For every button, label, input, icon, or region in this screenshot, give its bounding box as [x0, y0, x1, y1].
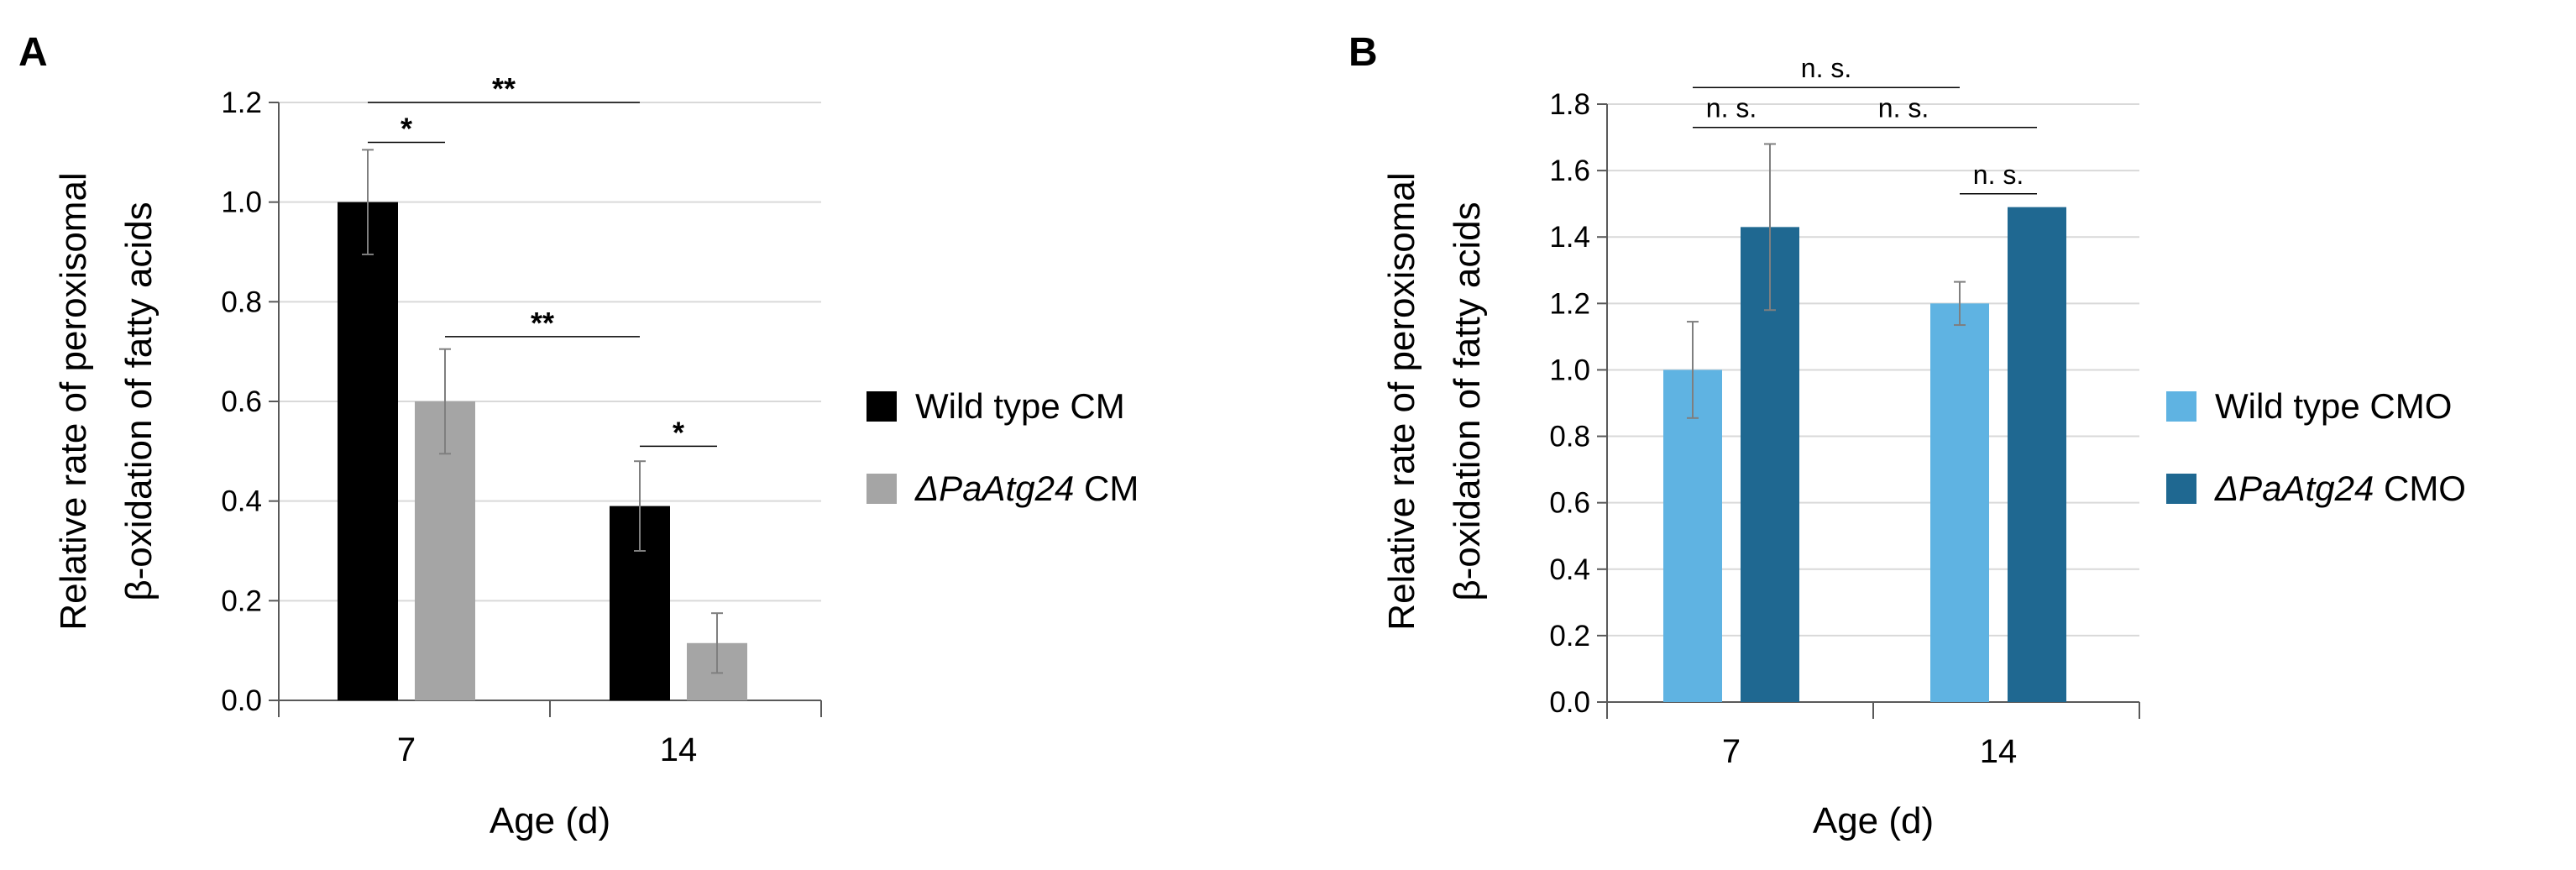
y-axis-title-line: β-oxidation of fatty acids: [118, 202, 160, 600]
legend-entry: Wild type CM: [915, 386, 1125, 426]
significance-label: n. s.: [1706, 93, 1757, 123]
y-tick-label: 1.4: [1549, 221, 1590, 254]
y-tick-label: 0.4: [1549, 553, 1590, 586]
panel-b-chart: B 0.0 0.2 0.4 0.6 0.8 1.0 1.2 1.4 1.6 1.8 7 14 n. s.…: [1348, 30, 2466, 841]
significance-label: *: [673, 415, 684, 449]
legend-swatch: [867, 391, 897, 422]
y-axis-title-line: β-oxidation of fatty acids: [1447, 202, 1488, 600]
panel-b-letter: B: [1348, 30, 1378, 75]
y-tick-label: 1.2: [221, 86, 262, 119]
legend-swatch: [2166, 391, 2196, 422]
y-tick-label: 0.6: [221, 385, 262, 418]
y-tick-label: 0.8: [221, 286, 262, 318]
y-axis-title-line: Relative rate of peroxisomal: [53, 172, 94, 630]
legend-entry-text-part: Wild type CM: [915, 386, 1125, 426]
legend-swatch: [2166, 474, 2196, 504]
legend-entry-text-part: CMO: [2374, 469, 2466, 508]
y-tick-label: 0.8: [1549, 421, 1590, 453]
y-tick-label: 1.6: [1549, 155, 1590, 187]
x-category-label: 7: [397, 731, 416, 768]
legend-entry: ΔPaAtg24 CMO: [2214, 469, 2466, 508]
y-tick-label: 0.2: [1549, 620, 1590, 652]
y-axis-title-line: Relative rate of peroxisomal: [1381, 172, 1422, 630]
legend-swatch: [867, 474, 897, 504]
legend-entry: ΔPaAtg24 CM: [914, 469, 1139, 508]
x-axis-title: Age (d): [1813, 800, 1934, 841]
y-tick-label: 1.0: [1549, 354, 1590, 386]
significance-label: n. s.: [1973, 160, 2024, 190]
panel-a-letter: A: [18, 30, 48, 75]
x-axis-title: Age (d): [490, 800, 610, 841]
bar-wild-type-day-7: [1663, 369, 1722, 702]
significance-label: *: [401, 111, 412, 145]
legend-entry-text-part: Wild type CMO: [2215, 386, 2452, 426]
significance-label: n. s.: [1801, 53, 1851, 83]
x-category-label: 14: [660, 731, 698, 768]
bar-delta-paatg24-day-14: [2008, 207, 2066, 703]
significance-label: **: [531, 306, 554, 340]
y-tick-label: 0.0: [221, 684, 262, 717]
legend-entry: Wild type CMO: [2215, 386, 2452, 426]
x-category-label: 14: [1980, 733, 2018, 770]
x-category-label: 7: [1722, 733, 1741, 770]
significance-label: **: [492, 71, 516, 106]
bar-wild-type-day-14: [1930, 303, 1989, 702]
y-tick-label: 0.4: [221, 485, 262, 518]
y-tick-label: 0.2: [221, 584, 262, 617]
bar-wild-type-day-7: [338, 202, 398, 700]
significance-label: n. s.: [1878, 93, 1929, 123]
legend-entry-italic-part: ΔPaAtg24: [914, 469, 1074, 508]
y-tick-label: 1.2: [1549, 287, 1590, 320]
y-tick-label: 0.0: [1549, 686, 1590, 719]
y-tick-label: 0.6: [1549, 487, 1590, 520]
legend-entry-text-part: CM: [1074, 469, 1139, 508]
legend-entry-italic-part: ΔPaAtg24: [2214, 469, 2374, 508]
y-tick-label: 1.8: [1549, 88, 1590, 121]
y-tick-label: 1.0: [221, 186, 262, 219]
panel-a-chart: A 0.00.20.40.60.81.01.27 14******Age (d)R…: [18, 30, 1139, 841]
